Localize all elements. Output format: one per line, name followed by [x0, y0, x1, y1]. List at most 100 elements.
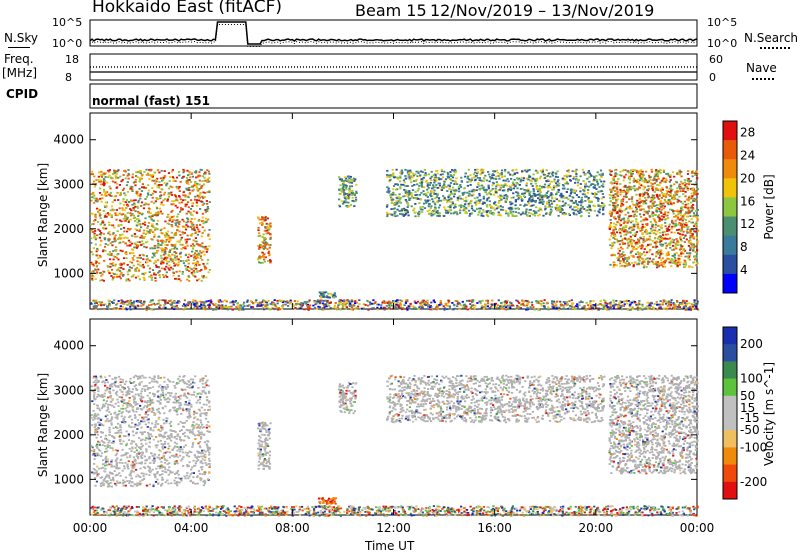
echo-cell — [90, 193, 93, 195]
echo-cell — [391, 193, 394, 196]
echo-cell — [604, 302, 607, 304]
echo-cell — [614, 226, 617, 229]
echo-cell — [538, 194, 541, 197]
echo-cell — [511, 206, 514, 209]
echo-cell — [564, 182, 567, 185]
echo-cell — [635, 220, 638, 223]
echo-cell — [549, 213, 552, 216]
freq-label: Freq. — [4, 52, 34, 66]
echo-cell — [150, 238, 153, 240]
echo-cell — [683, 248, 686, 251]
echo-cell — [198, 188, 201, 190]
echo-cell — [183, 232, 186, 234]
echo-cell — [101, 273, 104, 276]
echo-cell — [678, 183, 681, 186]
echo-cell — [329, 292, 332, 295]
echo-cell — [400, 183, 403, 186]
echo-cell — [610, 170, 613, 173]
echo-cell — [537, 188, 541, 190]
echo-cell — [648, 250, 651, 253]
echo-cell — [476, 186, 479, 188]
echo-cell — [435, 196, 438, 198]
echo-cell — [567, 204, 570, 206]
echo-cell — [156, 169, 159, 172]
echo-cell — [99, 256, 102, 258]
echo-cell — [554, 302, 557, 305]
echo-cell — [403, 188, 406, 191]
echo-cell — [497, 189, 500, 192]
echo-cell — [103, 216, 106, 218]
echo-cell — [555, 173, 558, 175]
echo-cell — [102, 249, 105, 251]
echo-cell — [579, 183, 582, 185]
echo-cell — [145, 195, 149, 198]
echo-cell — [549, 194, 552, 197]
echo-cell — [157, 213, 160, 216]
echo-cell — [139, 223, 142, 225]
echo-cell — [433, 209, 436, 212]
cpid-panel-frame — [89, 83, 698, 109]
echo-cell — [410, 171, 413, 174]
echo-cell — [510, 178, 513, 180]
echo-cell — [637, 240, 640, 243]
echo-cell — [318, 299, 321, 302]
echo-cell — [689, 306, 692, 309]
echo-cell — [246, 301, 249, 303]
echo-cell — [539, 175, 542, 178]
echo-cell — [392, 198, 395, 201]
echo-cell — [450, 189, 453, 191]
echo-cell — [625, 225, 628, 227]
echo-cell — [419, 174, 422, 177]
echo-cell — [111, 244, 114, 247]
echo-cell — [542, 200, 545, 203]
echo-cell — [565, 181, 569, 183]
echo-cell — [695, 226, 698, 229]
echo-cell — [399, 196, 402, 199]
echo-cell — [91, 279, 94, 282]
echo-cell — [345, 180, 349, 182]
echo-cell — [129, 244, 132, 246]
echo-cell — [584, 209, 588, 212]
echo-cell — [516, 194, 519, 197]
station-title: Hokkaido East (fitACF) — [92, 0, 283, 17]
echo-cell — [620, 211, 623, 214]
echo-cell — [179, 198, 182, 201]
echo-cell — [197, 252, 200, 255]
echo-cell — [690, 221, 693, 224]
echo-cell — [153, 190, 156, 193]
echo-cell — [630, 186, 633, 188]
echo-cell — [148, 178, 151, 180]
echo-cell — [187, 262, 190, 265]
echo-cell — [162, 199, 165, 202]
echo-cell — [173, 232, 176, 235]
echo-cell — [281, 301, 284, 303]
echo-cell — [191, 202, 194, 205]
echo-cell — [134, 178, 137, 181]
echo-cell — [541, 171, 544, 174]
echo-cell — [444, 212, 448, 214]
echo-cell — [658, 219, 661, 222]
echo-cell — [619, 240, 622, 242]
echo-cell — [684, 184, 687, 187]
echo-cell — [491, 307, 494, 310]
echo-cell — [551, 303, 554, 306]
echo-cell — [673, 183, 676, 186]
echo-cell — [535, 188, 538, 190]
echo-cell — [567, 212, 571, 215]
echo-cell — [90, 302, 93, 304]
echo-cell — [129, 252, 132, 255]
echo-cell — [485, 199, 489, 202]
echo-cell — [494, 187, 497, 190]
echo-cell — [195, 230, 198, 233]
echo-cell — [450, 197, 453, 200]
echo-cell — [121, 178, 124, 181]
echo-cell — [184, 195, 187, 198]
echo-cell — [537, 209, 540, 212]
echo-cell — [167, 193, 170, 196]
echo-cell — [650, 213, 654, 216]
echo-cell — [616, 194, 619, 197]
echo-cell — [644, 306, 647, 309]
echo-cell — [695, 223, 698, 226]
echo-cell — [660, 179, 663, 182]
echo-cell — [655, 180, 658, 183]
